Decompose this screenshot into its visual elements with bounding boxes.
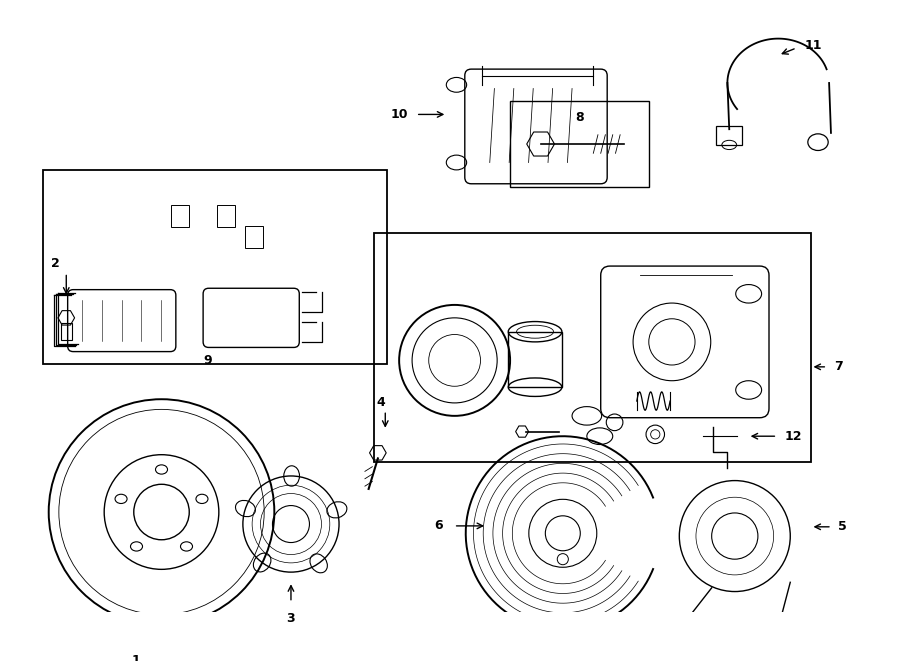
- Bar: [374, 233, 811, 462]
- Text: 9: 9: [203, 354, 212, 367]
- Text: 1: 1: [131, 654, 140, 661]
- Bar: [510, 102, 649, 186]
- Text: 3: 3: [286, 612, 295, 625]
- Bar: [508, 332, 562, 387]
- Bar: [171, 205, 189, 227]
- Bar: [217, 205, 236, 227]
- Text: 4: 4: [376, 397, 385, 409]
- Bar: [716, 126, 742, 145]
- Bar: [43, 170, 387, 364]
- Text: 5: 5: [839, 520, 847, 533]
- Bar: [60, 323, 72, 340]
- Text: 8: 8: [575, 110, 584, 124]
- Text: 7: 7: [833, 360, 842, 373]
- Text: 6: 6: [434, 520, 443, 532]
- Text: 12: 12: [785, 430, 802, 443]
- Bar: [245, 226, 263, 249]
- Text: 10: 10: [391, 108, 409, 121]
- Text: 11: 11: [804, 38, 822, 52]
- Text: 2: 2: [50, 256, 59, 270]
